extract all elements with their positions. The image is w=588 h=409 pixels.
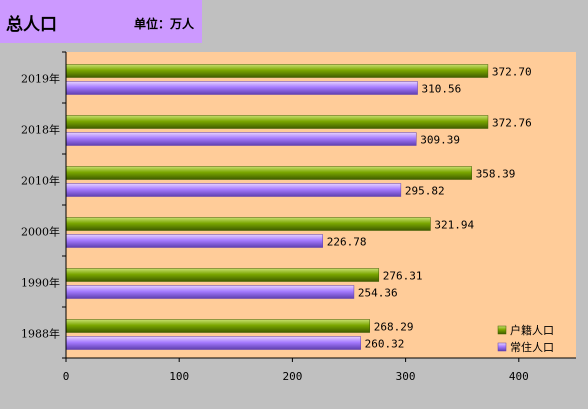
bar [65,268,380,282]
x-tick-label: 100 [169,370,189,383]
plot-area [66,52,576,358]
bar [65,64,489,78]
x-tick-label: 200 [282,370,302,383]
bar [65,81,418,95]
category-label: 2019年 [21,72,60,86]
x-tick-label: 0 [63,370,70,383]
bar [65,217,431,231]
data-label: 268.29 [374,321,414,334]
bar [65,336,361,350]
x-tick-label: 400 [509,370,529,383]
data-label: 372.76 [492,117,532,130]
category-label: 1990年 [21,276,60,290]
category-label: 2018年 [21,123,60,137]
data-label: 309.39 [420,134,460,147]
chart-title: 总人口 [6,15,57,35]
bar [65,115,489,129]
bar [65,319,370,333]
data-label: 372.70 [492,66,532,79]
data-label: 310.56 [422,83,462,96]
bar [65,285,355,299]
data-label: 358.39 [476,168,516,181]
data-label: 254.36 [358,287,398,300]
category-label: 1988年 [21,327,60,341]
category-label: 2010年 [21,174,60,188]
title-box: 总人口 单位：万人 [0,0,202,43]
legend-swatch [497,342,507,352]
bar [65,132,417,146]
legend-label: 户籍人口 [510,323,554,337]
x-tick-label: 300 [396,370,416,383]
unit-label: 单位：万人 [134,17,195,31]
bar [65,234,323,248]
legend-swatch [497,325,507,335]
legend-label: 常住人口 [510,340,554,354]
data-label: 321.94 [434,219,474,232]
category-label: 2000年 [21,225,60,239]
data-label: 226.78 [327,236,367,249]
bar [65,166,472,180]
data-label: 276.31 [383,270,423,283]
data-label: 260.32 [365,338,405,351]
bar [65,183,402,197]
data-label: 295.82 [405,185,445,198]
